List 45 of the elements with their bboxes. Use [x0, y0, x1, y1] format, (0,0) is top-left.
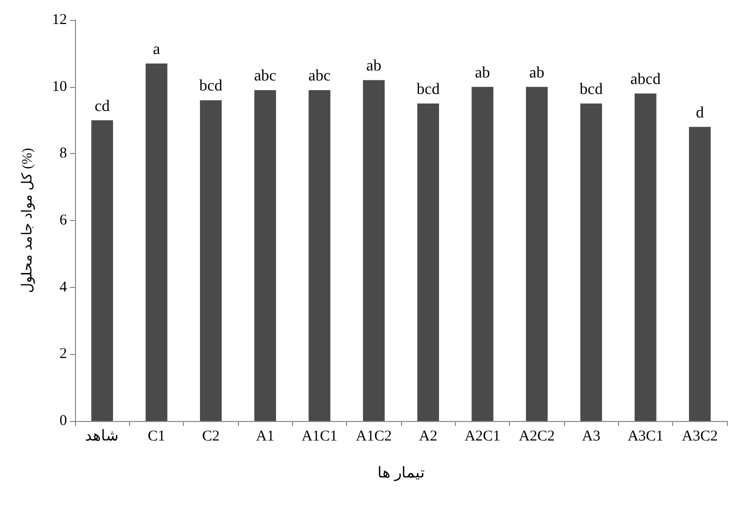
- x-tick-label: A3C2: [682, 428, 718, 444]
- bar: [417, 104, 440, 421]
- bar: [472, 86, 494, 421]
- annotation: bcd: [416, 81, 440, 98]
- annotation: d: [696, 104, 704, 122]
- annotation: cd: [94, 98, 110, 115]
- bar: [91, 120, 114, 421]
- annotation: a: [152, 40, 160, 58]
- y-tick-label: 10: [52, 78, 67, 95]
- y-tick-label: 4: [60, 279, 68, 296]
- x-tick-label: A2: [418, 428, 438, 444]
- y-tick-label: 2: [60, 346, 67, 362]
- bar: [688, 126, 711, 421]
- x-axis-title: تیمار ها: [378, 466, 424, 482]
- y-tick-label: 6: [60, 212, 68, 228]
- bar: [634, 94, 656, 421]
- x-tick-label: A2C1: [464, 428, 500, 444]
- x-tick-label: C1: [148, 428, 166, 444]
- bar: [146, 63, 168, 421]
- bar: [526, 86, 548, 421]
- x-tick-label: C2: [202, 428, 220, 444]
- annotation: ab: [474, 64, 490, 82]
- annotation: ab: [366, 58, 382, 75]
- x-tick-label: A3C1: [628, 428, 664, 444]
- bar: [254, 90, 276, 421]
- y-axis-title: کل مواد جامد محلول (%): [20, 148, 36, 293]
- y-tick-label: 8: [60, 146, 67, 162]
- x-tick-label: A1C1: [302, 428, 338, 444]
- annotation: abc: [308, 68, 331, 85]
- y-tick-label: 12: [52, 12, 67, 28]
- annotation: bcd: [580, 81, 603, 98]
- annotation: abcd: [630, 71, 661, 88]
- annotation: ab: [529, 64, 544, 82]
- bar: [200, 100, 222, 421]
- x-tick-label: A3: [582, 428, 600, 444]
- x-tick-label: A1C2: [356, 428, 392, 444]
- x-tick-label: A2C2: [518, 428, 555, 444]
- annotation: bcd: [199, 78, 222, 95]
- x-tick-label: شاهد: [85, 428, 120, 444]
- bar: [362, 80, 385, 421]
- bar: [308, 90, 330, 421]
- bar: [580, 104, 602, 421]
- annotation: abc: [254, 68, 276, 85]
- y-tick-label: 0: [60, 413, 67, 429]
- x-tick-label: A1: [256, 428, 274, 444]
